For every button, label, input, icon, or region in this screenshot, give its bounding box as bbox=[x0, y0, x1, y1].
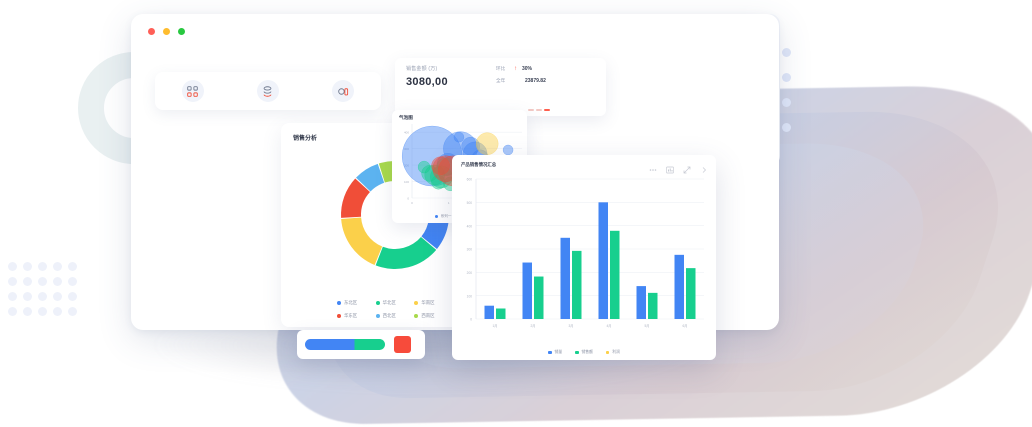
progress-slider[interactable] bbox=[305, 339, 385, 350]
maximize-icon[interactable] bbox=[178, 28, 185, 35]
legend-label: 华东区 bbox=[344, 313, 358, 318]
grid-icon[interactable] bbox=[181, 80, 204, 102]
stat-metric-value: 23879.82 bbox=[525, 78, 546, 84]
bar-chart-icon[interactable] bbox=[666, 161, 674, 179]
sparkline bbox=[528, 108, 550, 111]
legend-item[interactable]: 系列一 bbox=[434, 214, 452, 219]
svg-text:3月: 3月 bbox=[569, 324, 574, 328]
layers-icon[interactable] bbox=[256, 80, 279, 102]
legend-swatch bbox=[548, 350, 552, 355]
svg-text:300: 300 bbox=[467, 248, 473, 252]
legend-swatch bbox=[434, 215, 438, 218]
legend-item[interactable]: 利润 bbox=[605, 350, 620, 355]
chart-icon[interactable] bbox=[332, 80, 355, 102]
close-icon[interactable] bbox=[148, 28, 155, 35]
expand-icon[interactable] bbox=[683, 161, 691, 179]
svg-text:0: 0 bbox=[407, 196, 409, 200]
svg-text:4月: 4月 bbox=[607, 324, 612, 328]
next-icon[interactable] bbox=[700, 161, 708, 179]
decorative-right-dots bbox=[782, 48, 791, 148]
page-title: 销售分析 bbox=[293, 136, 318, 142]
legend-swatch bbox=[414, 301, 419, 305]
legend-item[interactable]: 华北区 bbox=[375, 300, 415, 306]
stat-metric-value: 30% bbox=[522, 66, 533, 72]
svg-text:500: 500 bbox=[467, 201, 473, 205]
stat-metrics: 环比 ↑ 30% 全年 23879.82 bbox=[496, 66, 592, 90]
legend-item[interactable]: 华东区 bbox=[337, 313, 376, 319]
legend-label: 华北区 bbox=[382, 300, 396, 305]
bubble-chart-title: 气泡图 bbox=[399, 115, 413, 120]
svg-text:6月: 6月 bbox=[683, 324, 688, 328]
svg-text:300: 300 bbox=[404, 147, 409, 151]
legend-label: 利润 bbox=[612, 350, 620, 354]
legend-swatch bbox=[337, 314, 341, 318]
stat-card: 销售金额 (万) 3080,00 环比 ↑ 30% 全年 23879.82 bbox=[395, 58, 606, 116]
legend-item[interactable]: 销售额 bbox=[575, 350, 593, 355]
product-sales-card: 产品销售情况汇总 bbox=[452, 155, 716, 360]
svg-text:400: 400 bbox=[467, 224, 473, 228]
bar-legend: 销量 销售额 利润 bbox=[452, 350, 716, 355]
svg-text:200: 200 bbox=[404, 164, 409, 168]
legend-item[interactable]: 西北区 bbox=[375, 313, 415, 319]
bar-chart-svg: 0 100 200 300 400 500 600 1月 2月 3月 4月 5月 6月 bbox=[467, 178, 704, 328]
svg-text:600: 600 bbox=[467, 178, 473, 182]
svg-text:100: 100 bbox=[467, 294, 473, 298]
svg-text:1月: 1月 bbox=[493, 324, 498, 328]
legend-swatch bbox=[414, 314, 419, 318]
trend-up-icon: ↑ bbox=[514, 66, 517, 72]
legend-item[interactable]: 东北区 bbox=[337, 300, 376, 306]
bubble-chart-svg: 0100200300400012 bbox=[401, 124, 522, 205]
menu-icon[interactable] bbox=[649, 161, 657, 179]
stat-metric-key: 全年 bbox=[496, 78, 506, 83]
legend-swatch bbox=[337, 301, 341, 305]
legend-label: 西北区 bbox=[382, 313, 396, 318]
toolbar-card bbox=[155, 72, 381, 110]
legend-label: 销售额 bbox=[581, 350, 593, 354]
playback-control-bar bbox=[297, 330, 425, 359]
svg-text:100: 100 bbox=[404, 180, 409, 184]
bar-card-toolbar bbox=[649, 161, 708, 179]
legend-item[interactable]: 西南区 bbox=[414, 313, 453, 319]
svg-text:400: 400 bbox=[404, 131, 409, 135]
minimize-icon[interactable] bbox=[163, 28, 170, 35]
legend-label: 华南区 bbox=[421, 300, 435, 305]
svg-text:2月: 2月 bbox=[531, 324, 536, 328]
svg-text:0: 0 bbox=[470, 318, 472, 322]
stop-button[interactable] bbox=[394, 336, 411, 353]
stat-metric-row: 环比 ↑ 30% bbox=[496, 66, 592, 72]
svg-text:5月: 5月 bbox=[645, 324, 650, 328]
legend-swatch bbox=[375, 314, 380, 318]
stat-metric-row: 全年 23879.82 bbox=[496, 78, 592, 84]
svg-text:1: 1 bbox=[448, 201, 450, 205]
legend-item[interactable]: 华南区 bbox=[414, 300, 453, 306]
svg-text:200: 200 bbox=[467, 271, 473, 275]
donut-legend: 东北区 华北区 华南区 华东区 西北区 bbox=[281, 300, 509, 319]
decorative-dot-grid bbox=[8, 262, 83, 322]
legend-swatch bbox=[575, 350, 579, 355]
stat-metric-key: 环比 bbox=[496, 66, 506, 71]
legend-swatch bbox=[605, 350, 610, 355]
legend-label: 销量 bbox=[554, 350, 563, 354]
legend-swatch bbox=[375, 301, 380, 305]
bar-chart-title: 产品销售情况汇总 bbox=[461, 162, 497, 167]
svg-text:0: 0 bbox=[411, 201, 413, 205]
legend-label: 系列一 bbox=[440, 214, 452, 218]
stat-value: 3080,00 bbox=[406, 76, 448, 88]
legend-item[interactable]: 销量 bbox=[548, 350, 562, 355]
legend-label: 西南区 bbox=[421, 313, 435, 318]
window-traffic-lights[interactable] bbox=[148, 28, 185, 35]
legend-label: 东北区 bbox=[344, 300, 358, 305]
stat-label: 销售金额 (万) bbox=[406, 66, 438, 72]
